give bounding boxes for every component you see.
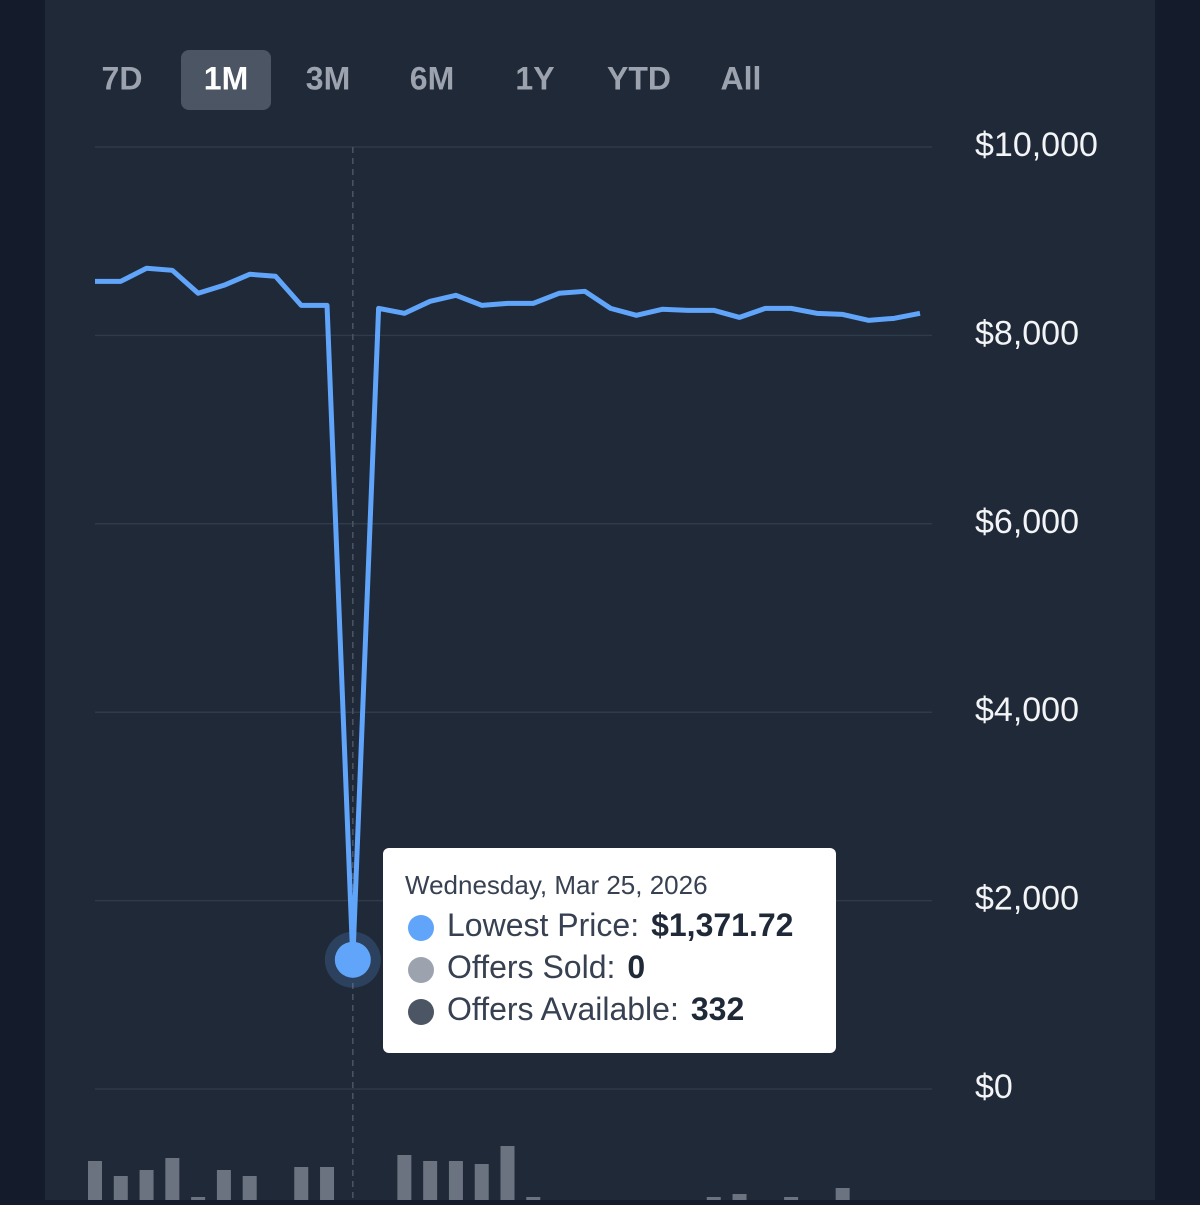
bar (732, 1194, 747, 1200)
bar (423, 1161, 438, 1200)
bar (242, 1176, 257, 1200)
range-tab[interactable]: YTD (607, 60, 671, 96)
bar (784, 1197, 799, 1200)
tooltip-value: $1,371.72 (651, 907, 793, 943)
y-tick-label: $10,000 (975, 126, 1098, 164)
tooltip-label: Lowest Price: (447, 907, 639, 943)
tooltip-dot (408, 915, 434, 941)
bar (191, 1197, 206, 1200)
tooltip-label: Offers Sold: (447, 949, 615, 985)
price-line (95, 265, 921, 963)
bar (448, 1161, 463, 1200)
range-tab[interactable]: 1Y (515, 60, 554, 96)
bar (706, 1197, 721, 1200)
bar (216, 1170, 231, 1200)
y-tick-label: $8,000 (975, 314, 1079, 352)
tooltip-value: 332 (691, 991, 744, 1027)
y-tick-label: $4,000 (975, 691, 1079, 729)
bar (474, 1164, 489, 1200)
tooltip-label: Offers Available: (447, 991, 679, 1027)
tooltip-row: Lowest Price: $1,371.72 (447, 907, 793, 943)
bar (88, 1161, 102, 1200)
tooltip: Wednesday, Mar 25, 2026 Lowest Price: $1,3… (383, 848, 836, 1053)
tab-selected-bg (181, 50, 271, 110)
range-tab[interactable]: All (721, 60, 762, 96)
tooltip-box (383, 848, 836, 1053)
bar (165, 1158, 180, 1200)
range-tab[interactable]: 7D (102, 60, 143, 96)
range-tab[interactable]: 6M (410, 60, 454, 96)
tooltip-date: Wednesday, Mar 25, 2026 (405, 870, 708, 900)
tooltip-value: 0 (627, 949, 645, 985)
tooltip-row: Offers Sold: 0 (447, 949, 645, 985)
y-tick-label: $6,000 (975, 503, 1079, 541)
bar (139, 1170, 154, 1200)
bar (294, 1167, 309, 1200)
tooltip-dot (408, 957, 434, 983)
bar (500, 1146, 515, 1200)
range-tab[interactable]: 3M (306, 60, 350, 96)
y-tick-label: $2,000 (975, 880, 1079, 918)
bar (526, 1197, 541, 1200)
tooltip-row: Offers Available: 332 (447, 991, 744, 1027)
hover-point (334, 941, 371, 978)
y-tick-label: $0 (975, 1068, 1013, 1106)
tooltip-dot (408, 999, 434, 1025)
bar (397, 1155, 412, 1200)
bar (113, 1176, 128, 1200)
bar (835, 1188, 850, 1200)
range-tab[interactable]: 1M (204, 60, 248, 96)
bar (320, 1167, 335, 1200)
